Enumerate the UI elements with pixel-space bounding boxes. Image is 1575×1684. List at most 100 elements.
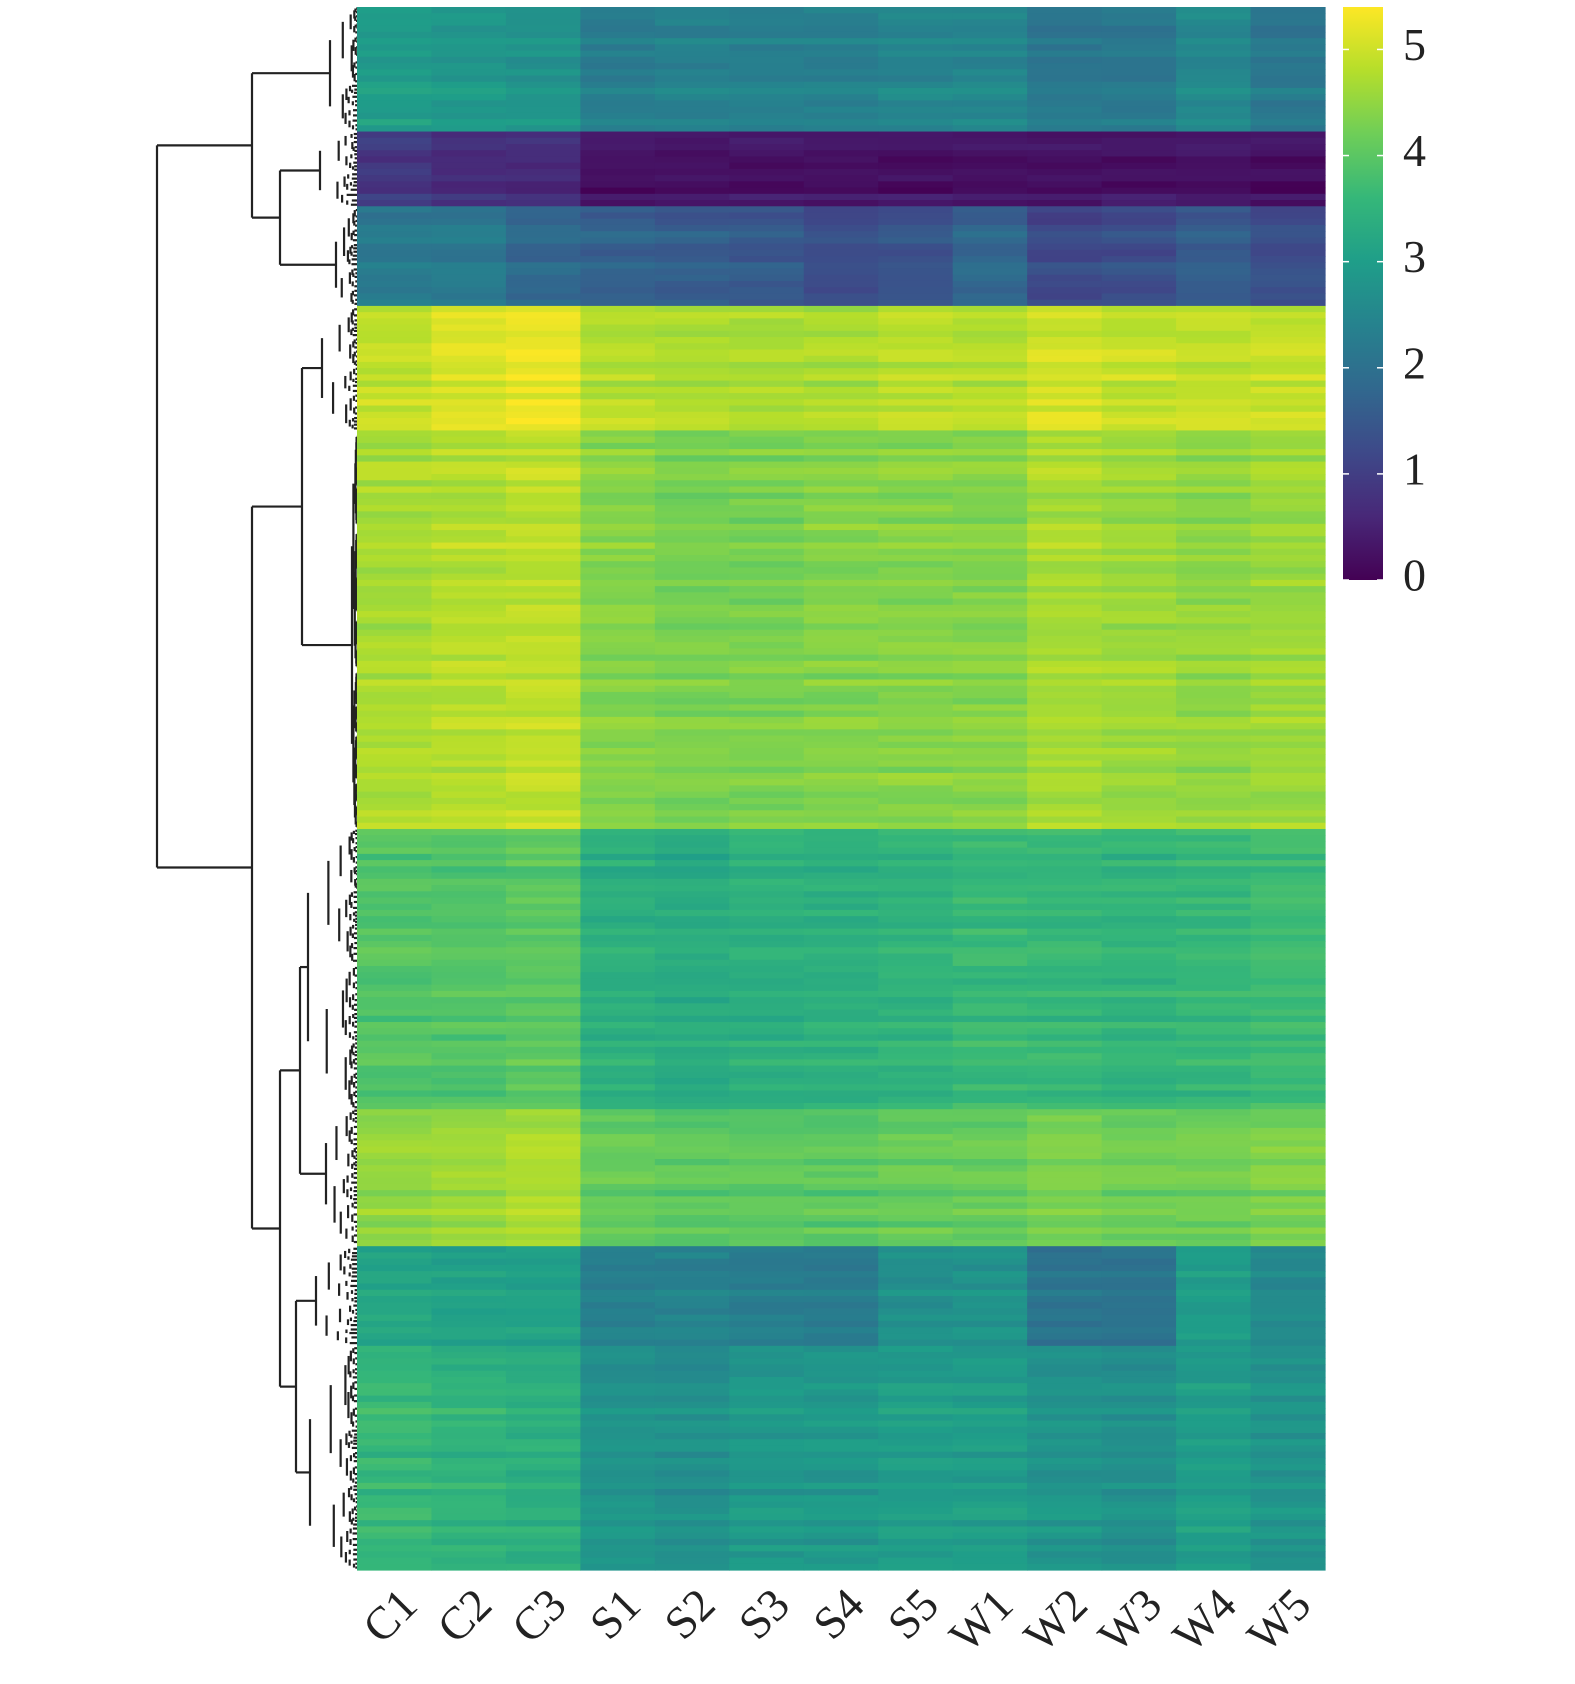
heatmap-cell [1250, 891, 1326, 899]
heatmap-cell [878, 380, 954, 388]
heatmap-cell [1250, 505, 1326, 512]
heatmap-cell [580, 579, 656, 587]
heatmap-cell [505, 1445, 581, 1453]
heatmap-cell [803, 878, 879, 886]
heatmap-cell [1101, 31, 1177, 39]
heatmap-cell [1176, 1339, 1252, 1347]
heatmap-cell [431, 280, 507, 288]
heatmap-cell [1101, 1009, 1177, 1017]
heatmap-cell [505, 1470, 581, 1478]
heatmap-cell [431, 1408, 507, 1415]
heatmap-cell [1250, 885, 1326, 892]
heatmap-cell [1027, 828, 1103, 836]
heatmap-cell [1027, 959, 1103, 967]
heatmap-cell [729, 256, 805, 263]
heatmap-cell [357, 635, 433, 643]
heatmap-cell [431, 934, 507, 942]
heatmap-cell [952, 517, 1028, 525]
heatmap-cell [431, 293, 507, 301]
heatmap-cell [1027, 112, 1103, 120]
heatmap-cell [729, 860, 805, 867]
heatmap-cell [580, 853, 656, 861]
heatmap-cell [952, 175, 1028, 182]
heatmap-cell [1176, 1296, 1252, 1303]
heatmap-cell [803, 698, 879, 706]
heatmap-cell [1027, 1065, 1103, 1073]
heatmap-cell [431, 150, 507, 158]
heatmap-cell [1250, 156, 1326, 164]
heatmap-cell [729, 735, 805, 743]
heatmap-cell [1176, 212, 1252, 220]
heatmap-cell [431, 243, 507, 251]
heatmap-cell [878, 1239, 954, 1247]
heatmap-cell [431, 536, 507, 544]
heatmap-cell [654, 330, 730, 338]
heatmap-cell [431, 361, 507, 369]
heatmap-cell [580, 1308, 656, 1316]
heatmap-cell [1250, 25, 1326, 33]
heatmap-cell [729, 1364, 805, 1372]
heatmap-cell [1101, 853, 1177, 861]
heatmap-cell [952, 673, 1028, 681]
heatmap-cell [1101, 1065, 1177, 1073]
heatmap-cell [1176, 523, 1252, 531]
heatmap-cell [729, 1538, 805, 1546]
heatmap-cell [952, 1046, 1028, 1054]
heatmap-cell [878, 816, 954, 824]
heatmap-cell [1027, 13, 1103, 21]
heatmap-cell [505, 237, 581, 245]
heatmap-cell [1250, 542, 1326, 550]
heatmap-cell [1101, 119, 1177, 126]
heatmap-cell [952, 1053, 1028, 1060]
heatmap-cell [1027, 965, 1103, 973]
heatmap-cell [431, 206, 507, 214]
heatmap-cell [729, 200, 805, 207]
heatmap-cell [1027, 1327, 1103, 1334]
heatmap-cell [1250, 1545, 1326, 1552]
heatmap-cell [431, 841, 507, 849]
heatmap-cell [505, 193, 581, 201]
heatmap-cell [1027, 249, 1103, 257]
heatmap-cell [654, 486, 730, 494]
heatmap-cell [505, 19, 581, 27]
heatmap-cell [431, 424, 507, 432]
heatmap-cell [580, 1457, 656, 1465]
heatmap-cell [1027, 56, 1103, 64]
heatmap-cell [505, 1109, 581, 1117]
heatmap-cell [1176, 262, 1252, 270]
heatmap-cell [654, 835, 730, 843]
heatmap-cell [357, 791, 433, 799]
heatmap-cell [1176, 187, 1252, 195]
heatmap-cell [1101, 1401, 1177, 1409]
heatmap-cell [431, 343, 507, 351]
heatmap-cell [1176, 679, 1252, 687]
heatmap-cell [580, 417, 656, 425]
heatmap-cell [580, 523, 656, 531]
heatmap-cell [803, 44, 879, 52]
heatmap-cell [1176, 119, 1252, 126]
heatmap-cell [729, 75, 805, 83]
heatmap-cell [1101, 1408, 1177, 1415]
heatmap-cell [729, 530, 805, 537]
heatmap-cell [803, 860, 879, 867]
heatmap-cell [1101, 972, 1177, 980]
heatmap-cell [1250, 1221, 1326, 1229]
heatmap-cell [1176, 200, 1252, 207]
heatmap-cell [1176, 13, 1252, 21]
heatmap-cell [952, 611, 1028, 618]
heatmap-cell [505, 1308, 581, 1316]
heatmap-cell [878, 355, 954, 363]
heatmap-cell [580, 1358, 656, 1366]
heatmap-cell [729, 1053, 805, 1060]
heatmap-cell [803, 691, 879, 699]
heatmap-cell [357, 872, 433, 880]
heatmap-cell [803, 1171, 879, 1179]
heatmap-cell [803, 262, 879, 270]
heatmap-cell [654, 1476, 730, 1484]
colorbar-tick-label: 4 [1403, 125, 1426, 176]
heatmap-cell [1101, 19, 1177, 27]
heatmap-cell [1250, 579, 1326, 587]
heatmap-cell [431, 1364, 507, 1372]
heatmap-cell [654, 1239, 730, 1247]
heatmap-cell [803, 13, 879, 21]
